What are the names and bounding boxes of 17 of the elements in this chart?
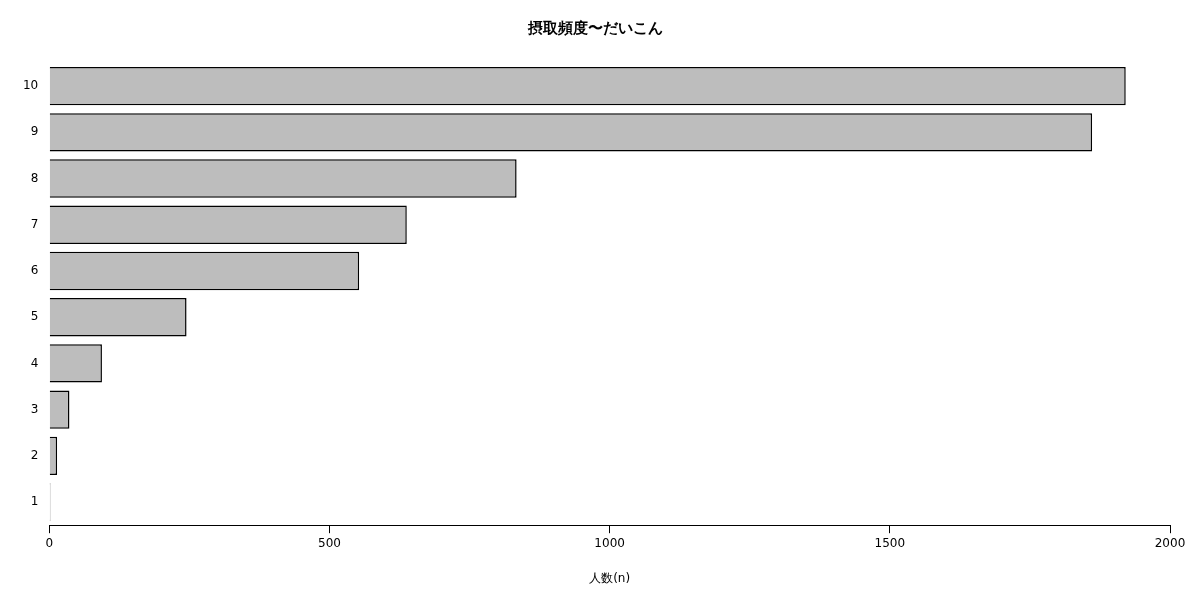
y-tick-label: 8 xyxy=(30,170,39,185)
chart-title: 摂取頻度〜だいこん xyxy=(526,18,663,37)
y-tick-label: 5 xyxy=(30,309,39,324)
x-tick-label: 1000 xyxy=(594,535,625,550)
y-tick-label: 1 xyxy=(30,494,39,509)
y-tick-label: 6 xyxy=(30,263,39,278)
y-tick-label: 4 xyxy=(30,355,39,370)
y-tick-label: 7 xyxy=(30,216,39,231)
x-tick-label: 0 xyxy=(45,535,54,550)
x-tick-label: 500 xyxy=(318,535,341,550)
x-axis-title: 人数(n) xyxy=(589,570,631,585)
y-tick-label: 10 xyxy=(22,78,39,93)
x-tick-label: 2000 xyxy=(1154,535,1186,550)
y-tick-label: 9 xyxy=(30,124,39,139)
x-tick-label: 1500 xyxy=(874,535,906,550)
y-tick-label: 2 xyxy=(30,447,39,462)
y-tick-label: 3 xyxy=(30,401,39,416)
